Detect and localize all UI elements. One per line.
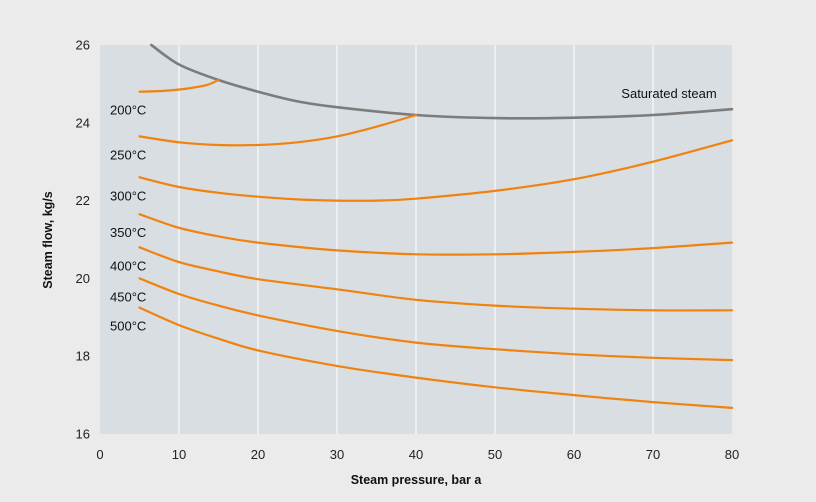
series-label-saturated-steam: Saturated steam	[621, 86, 716, 101]
series-labels: Saturated steam 200°C 250°C 300°C 350°C 400°C…	[110, 86, 717, 333]
curve-250c	[138, 113, 418, 147]
series-label-300c: 300°C	[110, 188, 146, 203]
x-tick-label-6: 60	[567, 447, 581, 462]
series-label-450c: 450°C	[110, 289, 146, 304]
series-label-350c: 350°C	[110, 225, 146, 240]
y-axis-label: Steam flow, kg/s	[41, 191, 55, 289]
curve-saturated-steam	[150, 43, 734, 120]
x-tick-label-5: 50	[488, 447, 502, 462]
y-tick-label-3: 22	[76, 193, 90, 208]
x-tick-label-3: 30	[330, 447, 344, 462]
curve-350c	[138, 213, 734, 256]
x-axis-label: Steam pressure, bar a	[351, 473, 483, 487]
y-axis-ticks: 16 18 20 22 24 26	[76, 38, 90, 442]
x-axis-ticks: 0 10 20 30 40 50 60 70 80	[96, 447, 739, 462]
x-tick-label-2: 20	[251, 447, 265, 462]
x-tick-label-7: 70	[646, 447, 660, 462]
y-tick-label-4: 24	[76, 115, 90, 130]
curve-500c	[138, 306, 734, 409]
x-tick-label-4: 40	[409, 447, 423, 462]
x-tick-label-0: 0	[96, 447, 103, 462]
series-label-400c: 400°C	[110, 258, 146, 273]
y-tick-label-0: 16	[76, 427, 90, 442]
series-label-500c: 500°C	[110, 319, 146, 334]
series-label-200c: 200°C	[110, 103, 146, 118]
y-tick-label-1: 18	[76, 349, 90, 364]
x-tick-label-8: 80	[725, 447, 739, 462]
grid-lines	[178, 45, 654, 434]
curve-200c	[138, 78, 220, 93]
curve-400c	[138, 246, 734, 312]
x-tick-label-1: 10	[172, 447, 186, 462]
y-tick-label-5: 26	[76, 38, 90, 53]
curve-450c	[138, 277, 734, 362]
curve-group	[138, 43, 734, 409]
curve-300c	[138, 139, 734, 202]
y-tick-label-2: 20	[76, 271, 90, 286]
series-label-250c: 250°C	[110, 147, 146, 162]
